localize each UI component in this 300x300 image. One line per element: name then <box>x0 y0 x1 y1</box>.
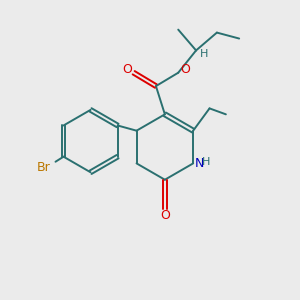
Text: O: O <box>122 63 132 76</box>
Text: Br: Br <box>37 160 50 174</box>
Text: N: N <box>195 157 204 170</box>
Text: H: H <box>200 49 208 59</box>
Text: O: O <box>180 63 190 76</box>
Text: H: H <box>202 157 211 166</box>
Text: O: O <box>160 209 170 223</box>
